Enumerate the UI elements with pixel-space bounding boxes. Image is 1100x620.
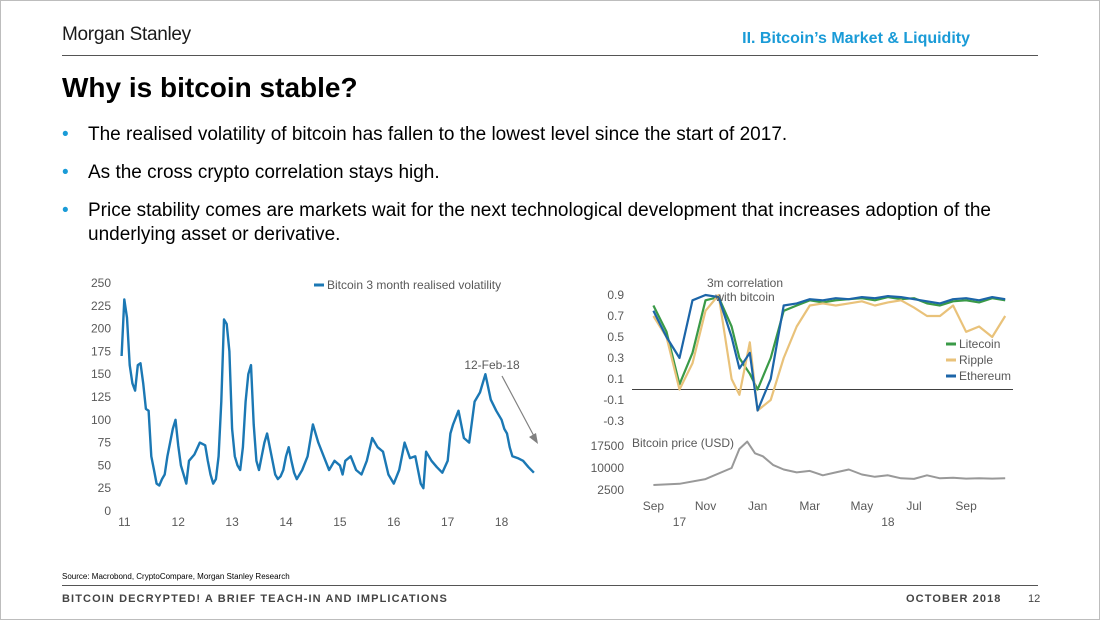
- y-tick-label: 250: [91, 276, 111, 290]
- bullet-icon: •: [62, 162, 69, 183]
- legend-label-ethereum: Ethereum: [959, 369, 1011, 383]
- series-line-ethereum: [652, 293, 1006, 412]
- y-tick-label: 50: [98, 458, 112, 472]
- correlation-chart: 0.9 0.7 0.5 0.3 0.1 -0.1 -0.3 3m correlation wit…: [585, 270, 1035, 535]
- bullet-item: • Price stability comes are markets wait …: [62, 199, 1022, 247]
- bullet-item: • As the cross crypto correlation stays h…: [62, 161, 1022, 185]
- y-tick-label: 0.1: [607, 372, 624, 386]
- correlation-chart-svg: 0.9 0.7 0.5 0.3 0.1 -0.1 -0.3 3m correlationwit…: [591, 276, 1013, 529]
- annotation-label: 12-Feb-18: [464, 358, 520, 372]
- page-number: 12: [1028, 593, 1041, 605]
- footer-title: BITCOIN DECRYPTED! A BRIEF TEACH-IN AND …: [62, 593, 448, 605]
- x-tick-label: Jan: [748, 499, 767, 513]
- x-tick-label: 14: [279, 515, 293, 529]
- header-divider: [62, 55, 1038, 56]
- bullet-text: As the cross crypto correlation stays hi…: [88, 162, 440, 183]
- bullet-list: • The realised volatility of bitcoin has …: [62, 123, 1022, 261]
- price-y-tick-label: 2500: [597, 483, 624, 497]
- legend-label: Bitcoin 3 month realised volatility: [327, 278, 501, 292]
- volatility-chart: 0 25 50 75 100 125 150 175 200 225 250 11 12 13 14 15 16…: [60, 270, 560, 540]
- bullet-text: Price stability comes are markets wait f…: [88, 200, 991, 245]
- x-tick-label: Sep: [955, 499, 977, 513]
- x-tick-label: Mar: [799, 499, 820, 513]
- x-tick-label: 13: [225, 515, 239, 529]
- price-y-tick-label: 17500: [591, 439, 625, 453]
- chart-title-line: with bitcoin: [714, 290, 774, 304]
- price-y-tick-label: 10000: [591, 461, 625, 475]
- x-tick-label: Sep: [643, 499, 665, 513]
- year-label: 17: [673, 515, 687, 529]
- x-tick-label: Jul: [906, 499, 921, 513]
- series-line-ripple: [652, 293, 1007, 412]
- year-label: 18: [881, 515, 895, 529]
- y-tick-label: 0.5: [607, 330, 624, 344]
- x-tick-label: 12: [172, 515, 186, 529]
- y-tick-label: 200: [91, 322, 111, 336]
- bullet-icon: •: [62, 124, 69, 145]
- slide-title: Why is bitcoin stable?: [62, 72, 358, 103]
- volatility-chart-svg: 0 25 50 75 100 125 150 175 200 225 250 11 12 13 14 15 16…: [91, 276, 538, 529]
- x-tick-label: 18: [495, 515, 509, 529]
- bullet-icon: •: [62, 200, 69, 221]
- y-tick-label: 100: [91, 413, 111, 427]
- legend-label-litecoin: Litecoin: [959, 337, 1000, 351]
- y-tick-label: 150: [91, 367, 111, 381]
- footer-divider: [62, 585, 1038, 586]
- y-tick-label: -0.3: [603, 414, 624, 428]
- x-tick-label: 16: [387, 515, 401, 529]
- y-tick-label: 0.7: [607, 309, 624, 323]
- y-tick-label: 225: [91, 299, 111, 313]
- footer-date: OCTOBER 2018: [906, 593, 1002, 605]
- legend-label-ripple: Ripple: [959, 353, 993, 367]
- series-line-bitcoin-price: [653, 440, 1006, 486]
- brand-logo: Morgan Stanley: [62, 24, 191, 45]
- y-tick-label: 0.3: [607, 351, 624, 365]
- x-tick-label: May: [851, 499, 874, 513]
- annotation-arrowhead: [529, 433, 538, 444]
- annotation-arrow: [501, 375, 536, 439]
- y-tick-label: 75: [98, 436, 112, 450]
- source-note: Source: Macrobond, CryptoCompare, Morgan…: [62, 572, 290, 581]
- y-tick-label: 0.9: [607, 288, 624, 302]
- y-tick-label: -0.1: [603, 393, 624, 407]
- x-tick-label: 11: [118, 515, 131, 529]
- section-title: II. Bitcoin’s Market & Liquidity: [742, 30, 970, 47]
- series-line-bitcoin-volatility: [120, 298, 535, 490]
- x-tick-label: 15: [333, 515, 347, 529]
- y-tick-label: 125: [91, 390, 111, 404]
- price-chart-title: Bitcoin price (USD): [632, 436, 734, 450]
- x-tick-label: Nov: [695, 499, 716, 513]
- chart-title-line: 3m correlation: [707, 276, 783, 290]
- bullet-text: The realised volatility of bitcoin has f…: [88, 124, 788, 145]
- y-tick-label: 175: [91, 344, 111, 358]
- y-tick-label: 25: [98, 481, 112, 495]
- y-tick-label: 0: [104, 504, 111, 518]
- bullet-item: • The realised volatility of bitcoin has …: [62, 123, 1022, 147]
- x-tick-label: 17: [441, 515, 455, 529]
